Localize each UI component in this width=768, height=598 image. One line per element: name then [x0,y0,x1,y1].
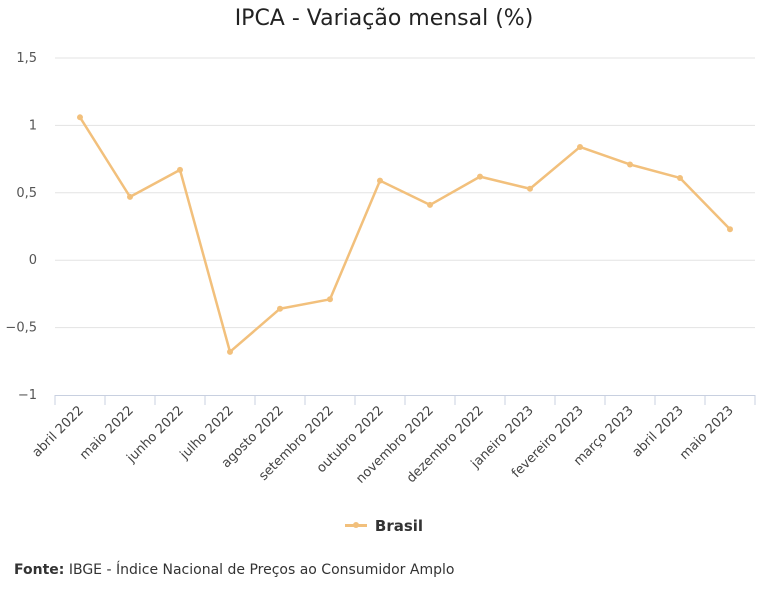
data-point [727,226,733,233]
data-point [427,201,433,208]
data-point [577,143,583,150]
source-text: IBGE - Índice Nacional de Preços ao Cons… [68,562,455,578]
data-point [127,193,133,200]
data-point [327,296,333,303]
chart-title: IPCA - Variação mensal (%) [234,6,534,31]
data-point [77,114,83,121]
data-point [527,185,533,192]
source-label: Fonte: [14,562,65,578]
y-tick-label: −0,5 [5,321,37,336]
data-point [377,177,383,184]
legend-label: Brasil [374,516,424,535]
y-axis-ticks: −1 −0,5 0 0,5 1 1,5 [5,51,37,403]
data-point [277,305,283,312]
x-tick-label: maio 2023 [677,403,737,463]
data-point [227,348,233,355]
data-point [177,166,183,173]
y-tick-label: −1 [18,388,37,403]
y-tick-label: 1 [29,118,37,133]
y-tick-label: 1,5 [16,51,37,66]
y-tick-label: 0 [29,253,37,268]
data-point [477,173,483,180]
source-note: Fonte: IBGE - Índice Nacional de Preços … [14,562,454,578]
y-tick-label: 0,5 [16,186,37,201]
data-point [677,174,683,181]
series-brasil [77,114,733,355]
legend: Brasil [0,513,768,535]
series-line [78,116,732,354]
data-point [627,161,633,168]
legend-line-marker-icon [344,522,367,528]
legend-item-brasil[interactable]: Brasil [344,516,424,535]
